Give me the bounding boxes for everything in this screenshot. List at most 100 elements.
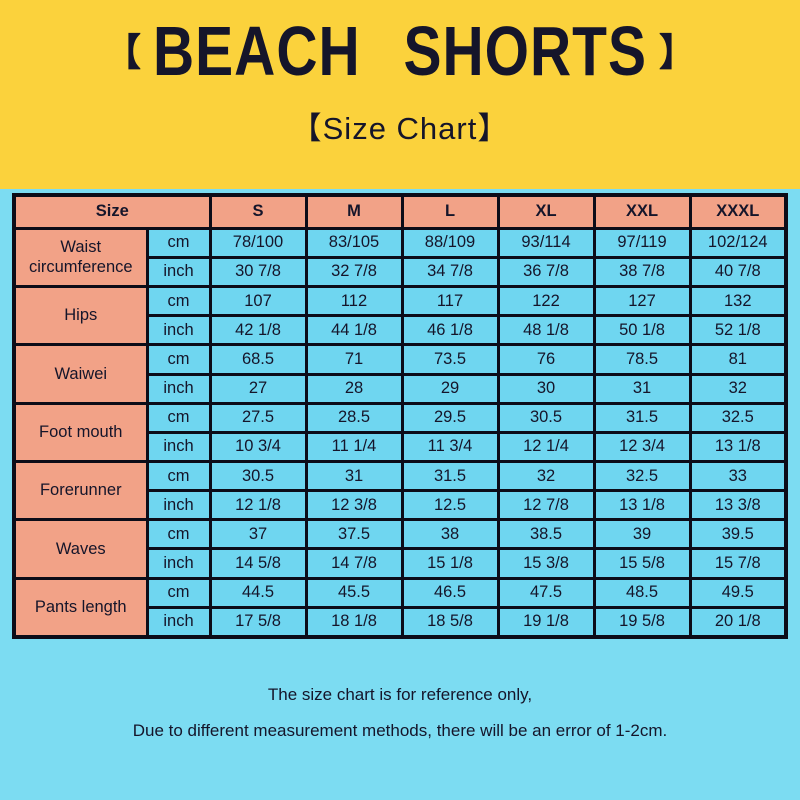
value-cell: 76 [496,343,596,376]
unit-cell-cm: cm [145,226,212,259]
value-cell: 32 7/8 [304,255,404,289]
value-cell: 132 [688,285,788,318]
value-cell: 30.5 [208,459,308,493]
value-cell: 19 5/8 [592,605,692,639]
size-header-cell: Size [12,193,212,230]
value-cell: 45.5 [304,576,404,609]
value-cell: 34 7/8 [400,255,500,289]
value-cell: 15 7/8 [688,547,788,580]
table-row: Waist circumference cm 78/100 83/105 88/109 9… [12,226,788,289]
column-header-xxxl: XXXL [688,193,788,230]
value-cell: 12 3/8 [304,489,404,522]
value-cell: 37.5 [304,518,404,551]
value-cell: 12 3/4 [592,430,692,463]
value-cell: 48 1/8 [496,314,596,347]
value-cell: 81 [688,343,788,376]
size-chart-subtitle: 【Size Chart】 [290,111,510,146]
row-label: Hips [12,285,149,347]
value-cell: 18 1/8 [304,605,404,639]
column-header-xl: XL [496,193,596,230]
size-table-body: Waist circumference cm 78/100 83/105 88/109 9… [12,226,788,639]
value-cell: 15 1/8 [400,547,500,580]
value-cell: 10 3/4 [208,430,308,463]
value-cell: 31 [304,459,404,493]
value-cell: 20 1/8 [688,605,788,639]
footer-note: The size chart is for reference only, Du… [0,677,800,748]
value-cell: 11 3/4 [400,430,500,463]
value-cell: 48.5 [592,576,692,609]
value-cell: 14 7/8 [304,547,404,580]
column-header-l: L [400,193,500,230]
value-cell: 47.5 [496,576,596,609]
value-cell: 30.5 [496,401,596,434]
column-header-xxl: XXL [592,193,692,230]
value-cell: 102/124 [688,226,788,259]
product-title-row: 【 BEACH SHORTS 】 [0,0,800,89]
value-cell: 93/114 [496,226,596,259]
value-cell: 32 [688,372,788,405]
unit-cell-inch: inch [145,430,212,463]
unit-cell-cm: cm [145,285,212,318]
value-cell: 30 [496,372,596,405]
value-cell: 32 [496,459,596,493]
value-cell: 38.5 [496,518,596,551]
row-label: Forerunner [12,459,149,522]
value-cell: 32.5 [592,459,692,493]
value-cell: 39 [592,518,692,551]
column-header-s: S [208,193,308,230]
row-label: Waiwei [12,343,149,405]
value-cell: 97/119 [592,226,692,259]
value-cell: 30 7/8 [208,255,308,289]
unit-cell-inch: inch [145,372,212,405]
size-chart-table: Size S M L XL XXL XXXL Waist circumference cm 7… [12,193,788,639]
title-bracket-left-icon: 【 [104,30,141,74]
value-cell: 12 1/4 [496,430,596,463]
value-cell: 36 7/8 [496,255,596,289]
value-cell: 33 [688,459,788,493]
value-cell: 68.5 [208,343,308,376]
value-cell: 14 5/8 [208,547,308,580]
table-row: Waves cm 37 37.5 38 38.5 39 39.5 [12,518,788,580]
value-cell: 127 [592,285,692,318]
value-cell: 28.5 [304,401,404,434]
value-cell: 52 1/8 [688,314,788,347]
unit-cell-cm: cm [145,401,212,434]
table-row: inch 27 28 29 30 31 32 [14,372,788,405]
value-cell: 32.5 [688,401,788,434]
table-row: Forerunner cm 30.5 31 31.5 32 32.5 33 [12,459,788,522]
product-title: BEACH SHORTS [152,12,648,91]
unit-cell-inch: inch [145,489,212,522]
value-cell: 38 [400,518,500,551]
value-cell: 117 [400,285,500,318]
table-row: inch 12 1/8 12 3/8 12.5 12 7/8 13 1/8 13 3/8 [14,489,788,522]
value-cell: 107 [208,285,308,318]
unit-cell-cm: cm [145,518,212,551]
value-cell: 29.5 [400,401,500,434]
table-row: inch 14 5/8 14 7/8 15 1/8 15 3/8 15 5/8 15 7/8 [14,547,788,580]
title-bracket-right-icon: 】 [659,30,696,74]
table-row: inch 42 1/8 44 1/8 46 1/8 48 1/8 50 1/8 52 1/8 [14,314,788,347]
value-cell: 19 1/8 [496,605,596,639]
value-cell: 12 1/8 [208,489,308,522]
value-cell: 27 [208,372,308,405]
table-row: inch 30 7/8 32 7/8 34 7/8 36 7/8 38 7/8 40 7/8 [14,255,788,289]
value-cell: 31 [592,372,692,405]
value-cell: 31.5 [592,401,692,434]
value-cell: 83/105 [304,226,404,259]
footer-note-line2: Due to different measurement methods, th… [132,720,668,740]
unit-cell-inch: inch [145,605,212,639]
table-row: inch 17 5/8 18 1/8 18 5/8 19 1/8 19 5/8 20 1/8 [14,605,788,639]
value-cell: 78/100 [208,226,308,259]
value-cell: 88/109 [400,226,500,259]
value-cell: 49.5 [688,576,788,609]
table-row: Foot mouth cm 27.5 28.5 29.5 30.5 31.5 32.5 [12,401,788,463]
unit-cell-inch: inch [145,314,212,347]
value-cell: 13 3/8 [688,489,788,522]
value-cell: 46.5 [400,576,500,609]
value-cell: 13 1/8 [592,489,692,522]
value-cell: 12.5 [400,489,500,522]
unit-cell-cm: cm [145,343,212,376]
table-row: Hips cm 107 112 117 122 127 132 [12,285,788,347]
value-cell: 17 5/8 [208,605,308,639]
value-cell: 29 [400,372,500,405]
